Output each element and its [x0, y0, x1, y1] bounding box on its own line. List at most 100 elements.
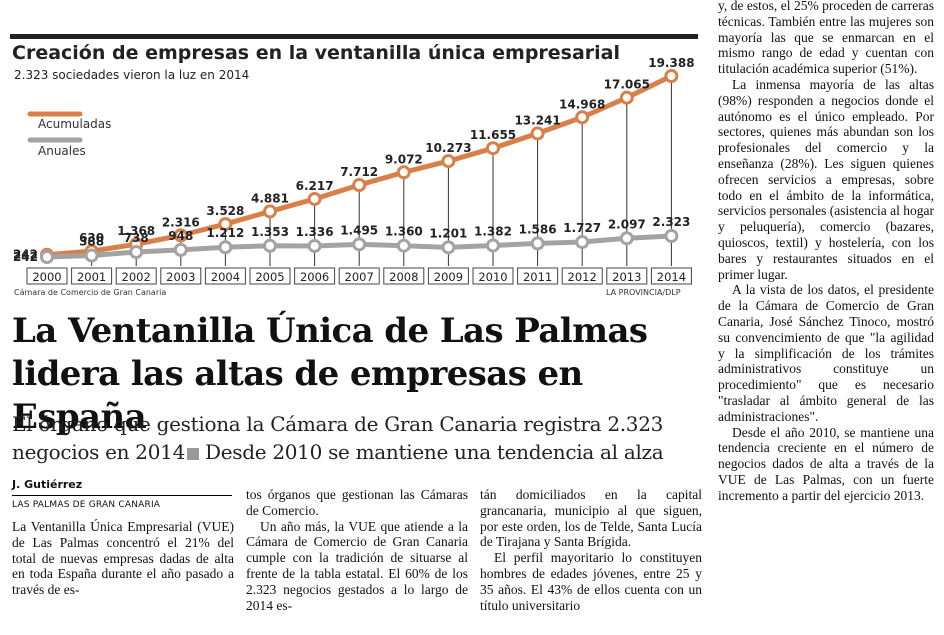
point-acumuladas	[218, 217, 233, 232]
point-anuales	[619, 231, 634, 246]
data-label-anuales: 1.353	[251, 225, 289, 239]
point-anuales	[396, 238, 411, 253]
year-box	[383, 267, 425, 285]
data-label-anuales: 948	[168, 229, 193, 243]
data-label-acumuladas: 242	[13, 248, 38, 262]
point-anuales	[129, 244, 144, 259]
x-tick-label: 2007	[345, 270, 374, 284]
point-acumuladas	[486, 141, 500, 156]
x-tick-label: 2009	[434, 270, 463, 284]
point-anuales	[530, 236, 545, 251]
data-label-acumuladas: 7.712	[340, 165, 378, 179]
data-label-anuales: 388	[79, 235, 104, 249]
data-label-anuales: 1.212	[206, 226, 244, 240]
year-box	[160, 267, 202, 285]
data-label-acumuladas: 6.217	[296, 179, 334, 193]
data-label-acumuladas: 13.241	[514, 113, 560, 127]
data-label-anuales: 738	[124, 231, 149, 245]
data-label-acumuladas: 630	[79, 231, 104, 245]
x-tick-label: 2006	[300, 270, 329, 284]
chart-subtitle: 2.323 sociedades vieron la luz en 2014	[14, 68, 250, 82]
data-label-anuales: 1.201	[429, 226, 467, 240]
point-anuales	[173, 242, 188, 257]
article-headline: La Ventanilla Única de Las Palmas lidera…	[12, 311, 648, 437]
point-acumuladas	[575, 110, 590, 125]
x-tick-label: 2003	[166, 270, 195, 284]
chart-top-rule	[10, 34, 698, 39]
data-label-anuales: 1.360	[385, 225, 423, 239]
data-label-acumuladas: 17.065	[604, 78, 650, 92]
x-tick-label: 2013	[612, 270, 641, 284]
data-label-acumuladas: 3.528	[206, 204, 244, 218]
paragraph: Desde el año 2010, se mantiene una tende…	[718, 424, 934, 503]
data-label-anuales: 2.097	[608, 217, 646, 231]
x-tick-label: 2011	[523, 270, 552, 284]
article-column-1: La Ventanilla Única Empresarial (VUE) de…	[12, 519, 234, 598]
data-label-anuales: 1.586	[519, 222, 557, 236]
article-column-2: tos órganos que gestionan las Cámaras de…	[246, 487, 468, 613]
point-acumuladas	[173, 228, 188, 243]
chart: Acumuladas Anuales 242242200063038820011…	[10, 34, 698, 285]
paragraph: Un año más, la VUE que atiende a la Cáma…	[246, 518, 468, 613]
author-name: J. Gutiérrez	[12, 478, 83, 491]
year-box	[204, 267, 246, 285]
point-anuales	[40, 250, 54, 264]
data-label-acumuladas: 11.655	[470, 128, 516, 142]
paragraph: tos órganos que gestionan las Cámaras de…	[246, 487, 468, 518]
data-label-acumuladas: 9.072	[385, 152, 423, 166]
point-anuales	[441, 240, 456, 255]
year-box	[427, 267, 469, 285]
point-anuales	[664, 229, 679, 243]
author-location: LAS PALMAS DE GRAN CANARIA	[12, 500, 161, 510]
paragraph: El perfil mayoritario lo constituyen hom…	[480, 550, 702, 613]
point-anuales	[307, 238, 322, 253]
paragraph: La Ventanilla Única Empresarial (VUE) de…	[12, 519, 234, 598]
year-box	[294, 267, 336, 285]
point-acumuladas	[396, 165, 411, 180]
year-box	[115, 267, 157, 285]
point-anuales	[575, 235, 590, 250]
legend-annual-label: Anuales	[38, 144, 86, 158]
x-tick-label: 2014	[657, 270, 686, 284]
point-acumuladas	[441, 154, 456, 169]
data-label-acumuladas: 19.388	[648, 56, 694, 70]
year-box	[517, 267, 559, 285]
x-tick-label: 2010	[478, 270, 507, 284]
data-label-acumuladas: 1.368	[117, 224, 155, 238]
paragraph: tán domiciliados en la capital grancanar…	[480, 487, 702, 550]
data-label-anuales: 1.727	[563, 221, 601, 235]
point-anuales	[218, 240, 233, 255]
point-acumuladas	[530, 126, 545, 141]
point-acumuladas	[664, 69, 679, 83]
point-anuales	[84, 248, 99, 263]
point-acumuladas	[263, 204, 277, 219]
deck-part-1: El órgano que gestiona la Cámara de Gran…	[12, 412, 664, 464]
chart-credit: LA PROVINCIA/DLP	[606, 288, 681, 297]
point-anuales	[263, 238, 277, 253]
year-box	[650, 267, 692, 285]
point-acumuladas	[352, 178, 367, 193]
x-tick-label: 2012	[568, 270, 597, 284]
year-box	[472, 267, 514, 285]
year-box	[71, 267, 113, 285]
article-column-4: y, de estos, el 25% proceden de carreras…	[718, 0, 934, 504]
data-label-anuales: 2.323	[652, 215, 690, 229]
year-box	[606, 267, 648, 285]
data-label-anuales: 1.336	[296, 225, 334, 239]
year-box	[338, 267, 380, 285]
year-box	[561, 267, 603, 285]
data-label-anuales: 1.382	[474, 224, 512, 238]
data-label-anuales: 242	[13, 250, 38, 264]
x-tick-label: 2002	[122, 270, 151, 284]
data-label-anuales: 1.495	[340, 223, 378, 237]
chart-legend: Acumuladas Anuales	[27, 111, 111, 158]
year-box	[249, 267, 291, 285]
point-acumuladas	[307, 191, 322, 206]
point-acumuladas	[619, 90, 634, 105]
article-column-3: tán domiciliados en la capital grancanar…	[480, 487, 702, 613]
x-tick-label: 2004	[211, 270, 240, 284]
article-deck: El órgano que gestiona la Cámara de Gran…	[12, 410, 702, 466]
year-box	[26, 267, 68, 285]
paragraph: y, de estos, el 25% proceden de carreras…	[718, 0, 934, 77]
data-label-acumuladas: 4.881	[251, 191, 289, 205]
